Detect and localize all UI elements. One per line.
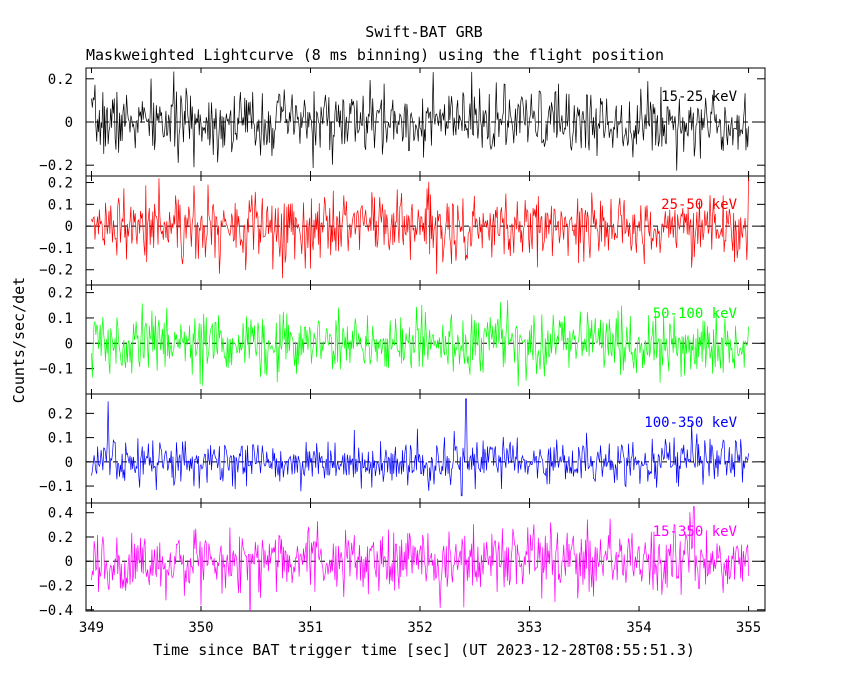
y-tick-label: −0.2 <box>39 263 73 279</box>
y-tick-label: 0 <box>65 554 73 570</box>
y-tick-label: −0.1 <box>39 479 73 495</box>
y-tick-label: 0.2 <box>48 530 73 546</box>
y-tick-label: −0.4 <box>39 603 73 619</box>
panels-group: −0.2 0 0.2 15-25 keV −0.2 −0.1 0 0.1 0.2 25-50 ke… <box>39 67 766 636</box>
x-tick-label: 355 <box>736 620 761 636</box>
band-label: 25-50 keV <box>661 197 737 213</box>
band-label: 15-350 keV <box>653 524 738 540</box>
x-tick-label: 351 <box>298 620 323 636</box>
y-tick-label: 0.1 <box>48 197 73 213</box>
x-tick-label: 350 <box>188 620 213 636</box>
chart-title: Swift-BAT GRB <box>365 23 482 41</box>
x-tick-label: 353 <box>517 620 542 636</box>
x-tick-label: 352 <box>407 620 432 636</box>
y-tick-label: 0.1 <box>48 311 73 327</box>
series-trace <box>91 178 749 279</box>
y-tick-label: 0.2 <box>48 72 73 88</box>
y-tick-label: 0 <box>65 455 73 471</box>
series-trace <box>91 300 749 387</box>
y-tick-label: 0.2 <box>48 176 73 192</box>
x-tick-label: 354 <box>626 620 651 636</box>
y-tick-label: −0.1 <box>39 362 73 378</box>
band-label: 15-25 keV <box>661 89 737 105</box>
series-trace <box>91 506 749 611</box>
x-tick-label: 349 <box>79 620 104 636</box>
y-tick-label: 0.4 <box>48 506 73 522</box>
series-trace <box>91 71 749 171</box>
y-tick-label: 0 <box>65 115 73 131</box>
y-tick-label: 0.2 <box>48 286 73 302</box>
y-tick-label: 0.1 <box>48 431 73 447</box>
y-axis-label: Counts/sec/det <box>10 277 28 403</box>
band-label: 50-100 keV <box>653 306 738 322</box>
y-tick-label: −0.1 <box>39 241 73 257</box>
y-tick-label: −0.2 <box>39 158 73 174</box>
band-label: 100-350 keV <box>644 415 737 431</box>
x-axis-label: Time since BAT trigger time [sec] (UT 20… <box>153 641 695 659</box>
panel-frame <box>85 393 766 504</box>
chart-subtitle: Maskweighted Lightcurve (8 ms binning) u… <box>86 46 664 64</box>
y-tick-label: −0.2 <box>39 579 73 595</box>
series-trace <box>91 398 749 497</box>
y-tick-label: 0 <box>65 336 73 352</box>
panel-frame <box>85 502 766 612</box>
y-tick-label: 0.2 <box>48 406 73 422</box>
y-tick-label: 0 <box>65 219 73 235</box>
